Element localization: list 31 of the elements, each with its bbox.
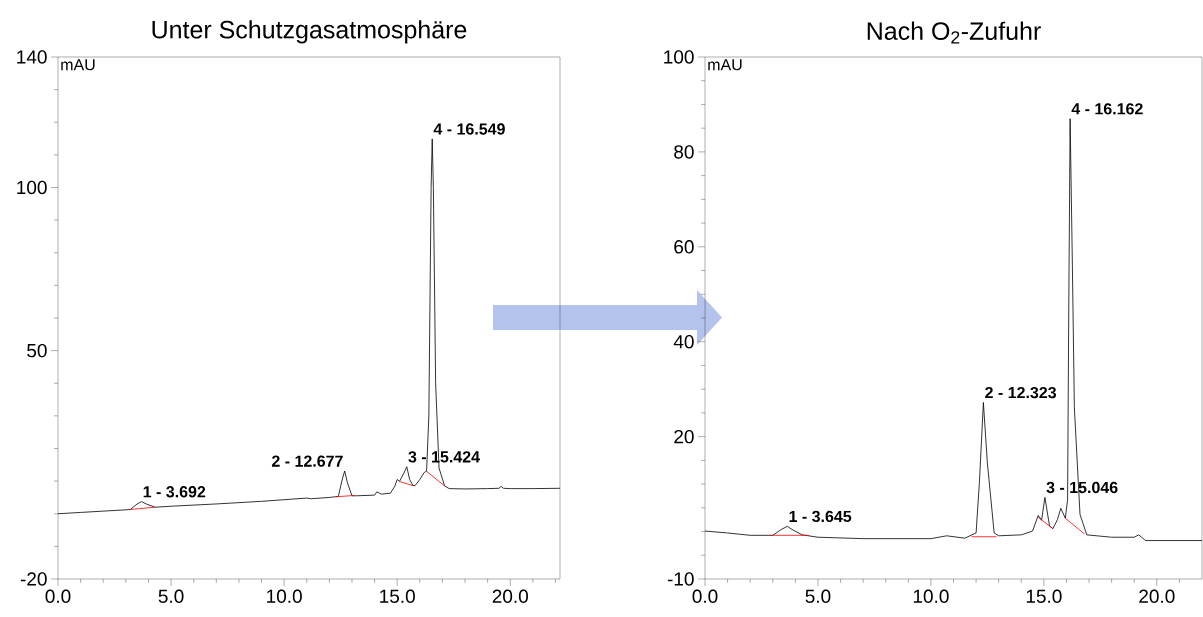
annotation: 2 - 12.677: [271, 455, 343, 467]
y-axis-title: mAU: [708, 59, 742, 71]
chart-title: Nach O$_{2}$-Zufuhr: [867, 21, 1041, 44]
x-tick-label: 20.0: [492, 589, 528, 603]
annotation: 2 - 12.323: [985, 386, 1057, 399]
annotation: 1 - 3.645: [789, 510, 852, 523]
y-tick-label: 50: [27, 343, 47, 358]
y-tick-label: 100: [17, 180, 47, 195]
x-tick-label: 5.0: [158, 589, 184, 603]
annotation: 4 - 16.162: [1071, 103, 1143, 115]
annotation: 1 - 3.692: [143, 486, 206, 498]
x-tick-label: 20.0: [1139, 589, 1175, 603]
x-tick-label: 15.0: [1026, 589, 1062, 603]
y-tick-label: -10: [667, 572, 694, 586]
y-tick-label: 80: [674, 145, 694, 159]
line-series: [57, 138, 561, 515]
y-tick-label: 40: [673, 334, 694, 349]
y-tick-label: 60: [674, 240, 694, 254]
annotation: 4 - 16.549: [433, 123, 505, 135]
x-tick-label: 10.0: [913, 589, 949, 603]
y-tick-label: -20: [20, 572, 47, 586]
chart-title: Unter Schutzgasatmosphäre: [152, 20, 467, 44]
x-tick-label: 0.0: [692, 589, 718, 603]
x-tick-label: 15.0: [380, 589, 415, 603]
y-tick-label: 140: [17, 50, 47, 64]
y-tick-label: 20: [674, 429, 694, 444]
y-axis-title: mAU: [61, 59, 95, 71]
x-tick-label: 5.0: [805, 589, 831, 603]
x-tick-label: 10.0: [267, 589, 302, 603]
y-tick-label: 100: [664, 50, 694, 64]
x-tick-label: 0.0: [45, 589, 71, 603]
